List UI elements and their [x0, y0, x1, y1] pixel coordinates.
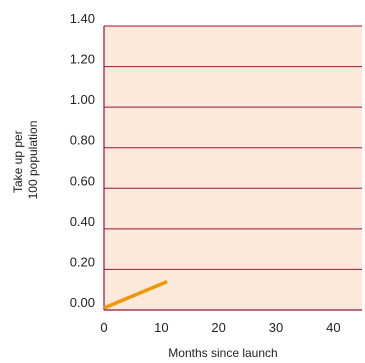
x-axis-tick-labels: 0 10 20 30 40 — [100, 320, 340, 335]
y-axis-title-line-1: Take up per — [11, 130, 25, 193]
y-tick-label: 0.60 — [70, 173, 95, 188]
x-tick-label: 20 — [211, 320, 225, 335]
y-tick-label: 0.20 — [70, 254, 95, 269]
y-axis-tick-labels: 0.00 0.20 0.40 0.60 0.80 1.00 1.20 1.40 — [70, 11, 95, 310]
series-lines — [103, 279, 168, 310]
x-tick-label: 0 — [100, 320, 107, 335]
y-axis-title-line-2: 100 population — [26, 121, 40, 200]
x-axis-title: Months since launch — [168, 346, 277, 360]
y-tick-label: 0.40 — [70, 214, 95, 229]
x-tick-label: 10 — [154, 320, 168, 335]
y-tick-label: 1.00 — [70, 92, 95, 107]
x-tick-label: 30 — [269, 320, 283, 335]
gridlines — [104, 25, 362, 270]
y-tick-label: 0.80 — [70, 133, 95, 148]
y-tick-label: 1.40 — [70, 11, 95, 26]
plot-area — [104, 26, 362, 310]
y-tick-label: 1.20 — [70, 52, 95, 67]
x-tick-label: 40 — [326, 320, 340, 335]
axes — [103, 26, 362, 311]
y-axis-title: Take up per 100 population — [11, 121, 40, 200]
series-line — [103, 279, 168, 310]
y-tick-label: 0.00 — [70, 295, 95, 310]
